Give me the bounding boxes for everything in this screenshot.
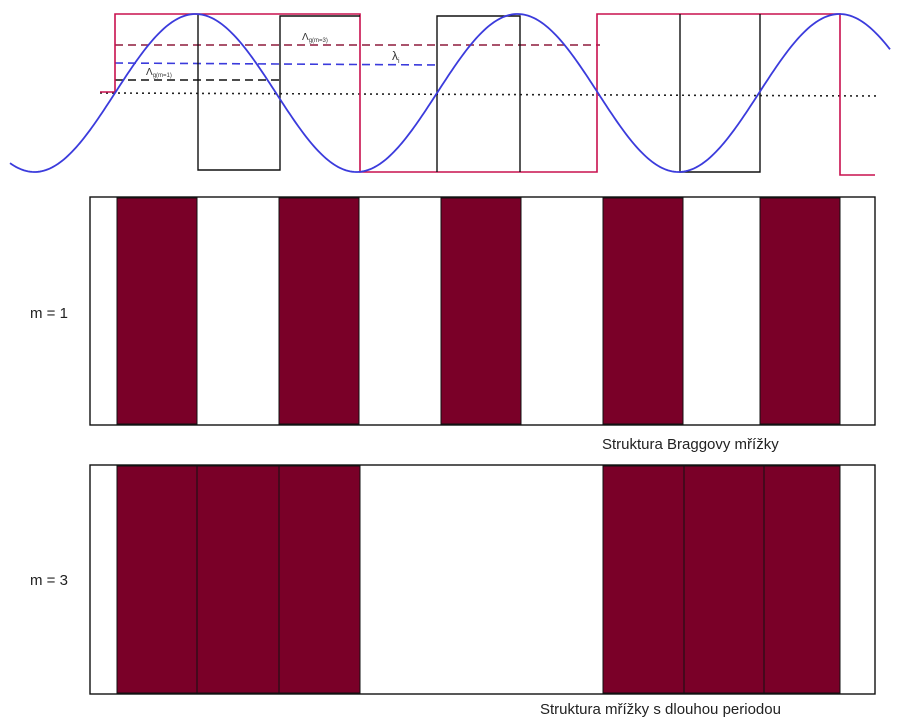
grating-bar — [602, 197, 684, 425]
order-label-m1: m = 1 — [30, 305, 68, 322]
bragg-grating-panel: m = 1 Struktura Braggovy mřížky — [30, 196, 876, 453]
grating-bar — [440, 197, 522, 425]
bragg-square-wave — [197, 14, 761, 173]
grating-bar — [116, 197, 198, 425]
dotted-midline — [99, 92, 881, 97]
grating-bar — [683, 465, 765, 694]
label-lambda-g-m3: Λg(m=3) — [302, 32, 328, 44]
dashed-line-lambda — [114, 62, 441, 66]
grating-bar — [116, 465, 198, 694]
grating-bar — [602, 465, 685, 694]
caption-long-period-grating: Struktura mřížky s dlouhou periodou — [540, 701, 781, 718]
grating-bar — [278, 465, 361, 694]
label-lambda-i: λi — [392, 49, 400, 65]
grating-bar — [278, 197, 360, 425]
grating-bar — [763, 465, 841, 694]
caption-bragg-grating: Struktura Braggovy mřížky — [602, 436, 779, 453]
long-period-grating-panel: m = 3 Struktura mřížky s dlouhou periodo… — [30, 464, 876, 718]
waveform-panel: Λg(m=3) λi Λg(m=1) — [9, 13, 891, 176]
long-period-square-wave — [100, 13, 875, 176]
label-lambda-g-m1: Λg(m=1) — [146, 67, 172, 79]
grating-bar — [196, 465, 280, 694]
order-label-m3: m = 3 — [30, 572, 68, 589]
sine-wave — [9, 13, 891, 173]
grating-bar — [759, 197, 841, 425]
